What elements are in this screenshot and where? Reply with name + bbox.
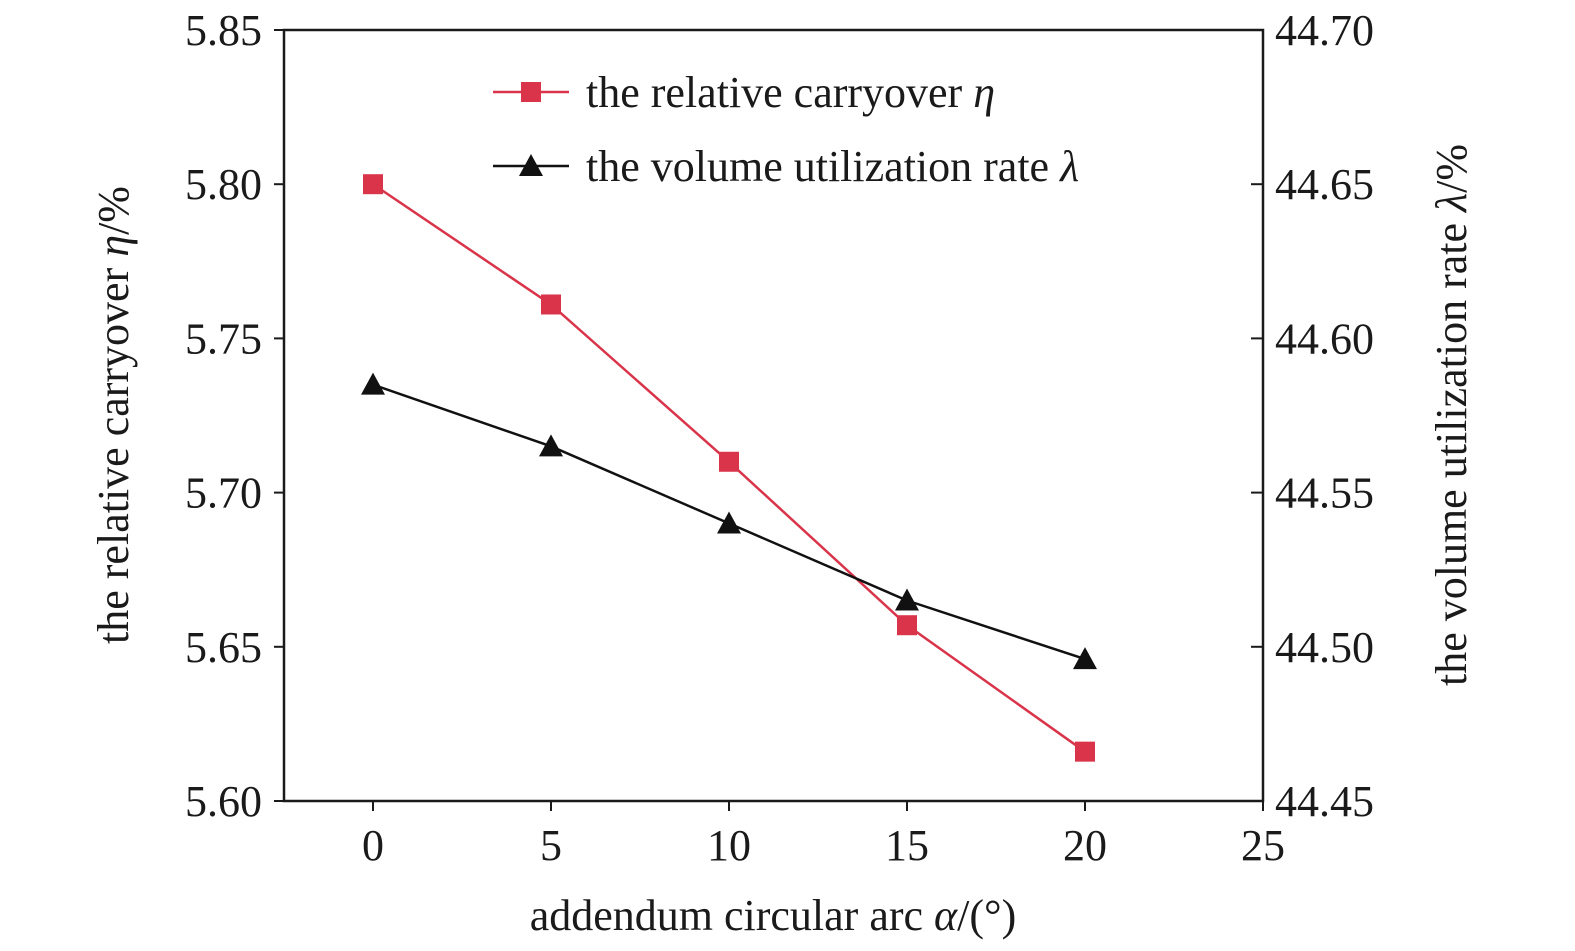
y-axis-right-title: the volume utilization rate λ/% [1427, 144, 1476, 686]
legend-marker-triangle [519, 154, 543, 176]
legend-label-carryover: the relative carryover η [586, 68, 995, 117]
data-point-triangle [361, 372, 385, 395]
series-layer [361, 174, 1097, 762]
data-point-square [541, 294, 561, 315]
y-right-tick-label: 44.70 [1275, 6, 1374, 55]
y-left-tick-label: 5.60 [185, 777, 262, 826]
y-right-tick-label: 44.65 [1275, 160, 1374, 209]
data-point-square [897, 615, 917, 636]
plot-frame [282, 28, 1265, 803]
y-left-tick-label: 5.85 [185, 6, 262, 55]
y-left-tick-label: 5.70 [185, 469, 262, 518]
axis-ticks: 0 5 10 15 20 25 5.60 5.65 5.70 5.75 5.80 5.85 44.45 4… [185, 6, 1374, 870]
data-point-square [1075, 741, 1095, 762]
x-tick-label: 10 [707, 821, 751, 870]
x-tick-label: 25 [1241, 821, 1285, 870]
legend-marker-square [521, 82, 541, 102]
y-axis-left-title: the relative carryover η/% [89, 186, 138, 644]
legend-label-utilization: the volume utilization rate λ [586, 142, 1079, 191]
y-right-tick-label: 44.60 [1275, 314, 1374, 363]
y-right-tick-label: 44.50 [1275, 623, 1374, 672]
x-tick-label: 5 [540, 821, 562, 870]
data-point-triangle [1073, 647, 1097, 670]
x-tick-label: 15 [885, 821, 929, 870]
x-tick-label: 0 [362, 821, 384, 870]
y-left-tick-label: 5.75 [185, 314, 262, 363]
data-point-triangle [539, 434, 563, 457]
y-left-tick-label: 5.80 [185, 160, 262, 209]
y-left-tick-label: 5.65 [185, 623, 262, 672]
x-axis-title: addendum circular arc α/(°) [530, 891, 1017, 940]
legend: the relative carryover η the volume util… [493, 68, 1079, 191]
y-right-tick-label: 44.55 [1275, 469, 1374, 518]
data-point-triangle [895, 588, 919, 611]
data-point-square [363, 174, 383, 195]
data-point-square [719, 451, 739, 472]
x-tick-label: 20 [1063, 821, 1107, 870]
y-right-tick-label: 44.45 [1275, 777, 1374, 826]
data-point-triangle [717, 511, 741, 534]
